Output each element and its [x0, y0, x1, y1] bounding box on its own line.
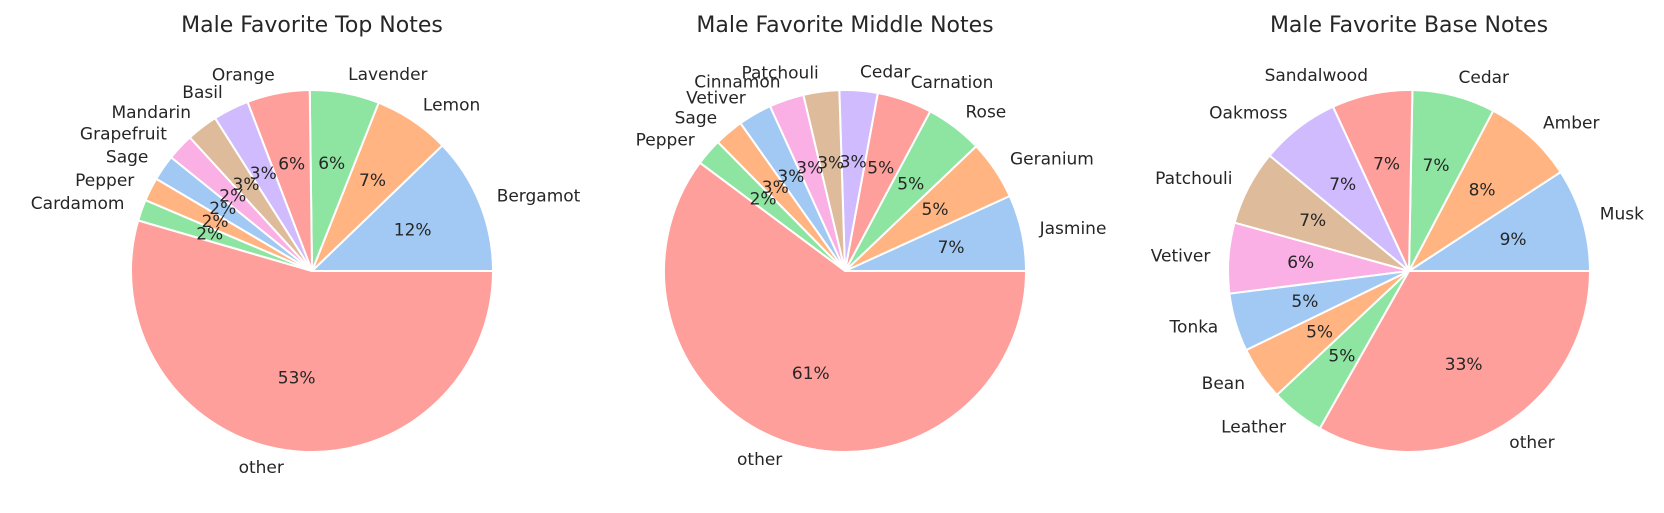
chart-title: Male Favorite Base Notes	[1270, 13, 1548, 38]
percent-label: 5%	[1291, 292, 1318, 312]
slice-label: Cedar	[860, 63, 911, 83]
pie-slice	[130, 219, 495, 453]
slice-label: other	[737, 450, 782, 470]
slice-label: other	[239, 458, 284, 478]
percent-label: 12%	[394, 220, 432, 240]
slice-label: Pepper	[75, 171, 134, 191]
percent-label: 7%	[359, 171, 386, 191]
slice-label: Orange	[212, 65, 275, 85]
slice-label: Cinnamon	[694, 73, 780, 93]
percent-label: 7%	[1329, 175, 1356, 195]
percent-label: 5%	[897, 175, 924, 195]
percent-label: 3%	[777, 167, 804, 187]
slice-label: Patchouli	[741, 64, 818, 84]
percent-label: 3%	[840, 153, 867, 173]
percent-label: 7%	[1299, 211, 1326, 231]
percent-label: 3%	[796, 158, 823, 178]
percent-label: 3%	[762, 178, 789, 198]
percent-label: 3%	[817, 153, 844, 173]
slice-label: Jasmine	[1039, 219, 1107, 239]
slice-label: Oakmoss	[1209, 103, 1287, 123]
percent-label: 5%	[1328, 346, 1355, 366]
slice-label: Basil	[182, 83, 222, 103]
percent-label: 6%	[318, 154, 345, 174]
percent-label: 33%	[1445, 355, 1483, 375]
slice-label: Mandarin	[111, 103, 191, 123]
percent-label: 7%	[1373, 155, 1400, 175]
slice-label: Patchouli	[1155, 169, 1232, 189]
chart-title: Male Favorite Top Notes	[181, 13, 443, 38]
slice-label: Sage	[106, 148, 148, 168]
pie-slice	[1405, 170, 1592, 272]
percent-label: 6%	[1287, 253, 1314, 273]
base-notes-pie: Male Favorite Base Notes Musk 9% Amber 8% Ce…	[1151, 13, 1644, 453]
percent-label: 2%	[219, 187, 246, 207]
percent-label: 8%	[1469, 181, 1496, 201]
percent-label: 5%	[867, 159, 894, 179]
slice-label: Sandalwood	[1265, 66, 1368, 86]
slice-label: Amber	[1543, 114, 1599, 134]
percent-label: 2%	[202, 212, 229, 232]
percent-label: 6%	[278, 154, 305, 174]
percent-label: 2%	[209, 199, 236, 219]
percent-label: 61%	[792, 364, 830, 384]
slice-label: Sage	[675, 108, 717, 128]
slice-label: Lemon	[423, 96, 480, 116]
percent-label: 7%	[938, 238, 965, 258]
percent-label: 3%	[233, 175, 260, 195]
slice-label: Carnation	[911, 73, 994, 93]
pie-slice	[663, 161, 1028, 453]
slice-label: Cedar	[1459, 68, 1510, 88]
pie-slice	[1406, 109, 1562, 274]
slice-label: Vetiver	[1151, 247, 1211, 267]
slice-label: Bergamot	[497, 187, 581, 207]
percent-label: 3%	[250, 164, 277, 184]
pie-slice	[1318, 270, 1592, 453]
slice-label: Pepper	[636, 130, 695, 150]
percent-label: 7%	[1423, 156, 1450, 176]
chart-title: Male Favorite Middle Notes	[696, 13, 993, 38]
slice-label: Vetiver	[686, 88, 746, 108]
slice-label: Cardamom	[31, 194, 125, 214]
percent-label: 53%	[278, 369, 316, 389]
slice-label: Lavender	[348, 65, 427, 85]
pie-slice	[309, 144, 495, 272]
slice-label: Bean	[1202, 374, 1245, 394]
percent-label: 2%	[196, 225, 223, 245]
percent-label: 9%	[1500, 230, 1527, 250]
slice-label: other	[1509, 433, 1554, 453]
slice-label: Tonka	[1169, 318, 1219, 338]
slice-label: Rose	[966, 103, 1007, 123]
slice-label: Leather	[1221, 418, 1286, 438]
top-notes-pie: Male Favorite Top Notes Bergamot 12% Lemon…	[31, 13, 581, 478]
percent-label: 2%	[750, 190, 777, 210]
percent-label: 5%	[922, 200, 949, 220]
middle-notes-pie: Male Favorite Middle Notes Jasmine 7% Gera…	[636, 13, 1107, 470]
slice-label: Geranium	[1010, 150, 1094, 170]
slice-label: Grapefruit	[80, 125, 167, 145]
slice-label: Musk	[1600, 204, 1644, 224]
percent-label: 5%	[1306, 323, 1333, 343]
